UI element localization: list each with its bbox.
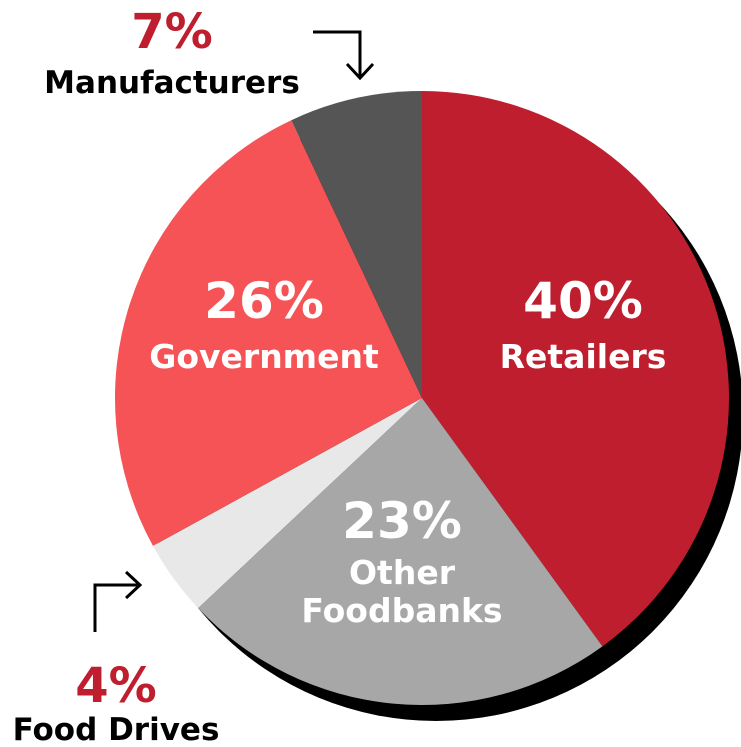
category-label-other-foodbanks-line-1: Other [349, 553, 456, 592]
percent-label-food-drives: 4% [75, 658, 157, 714]
percent-label-manufacturers: 7% [131, 4, 213, 60]
manufacturers-leader-arrow [313, 30, 375, 81]
percent-label-government: 26% [204, 272, 324, 330]
food-drives-leader-arrow [93, 570, 143, 632]
category-label-other-foodbanks-line-2: Foodbanks [301, 591, 502, 630]
slice-government [114, 120, 423, 546]
percent-label-other-foodbanks: 23% [342, 492, 462, 550]
percent-label-retailers: 40% [523, 272, 643, 330]
slice-retailers [422, 91, 730, 647]
category-label-manufacturers: Manufacturers [44, 65, 300, 101]
category-label-government: Government [149, 337, 379, 376]
slice-food-drives [152, 398, 422, 609]
slice-manufacturers [291, 91, 422, 398]
category-label-food-drives: Food Drives [13, 712, 220, 747]
category-label-retailers: Retailers [500, 337, 667, 376]
slice-other-foodbanks [198, 398, 603, 706]
